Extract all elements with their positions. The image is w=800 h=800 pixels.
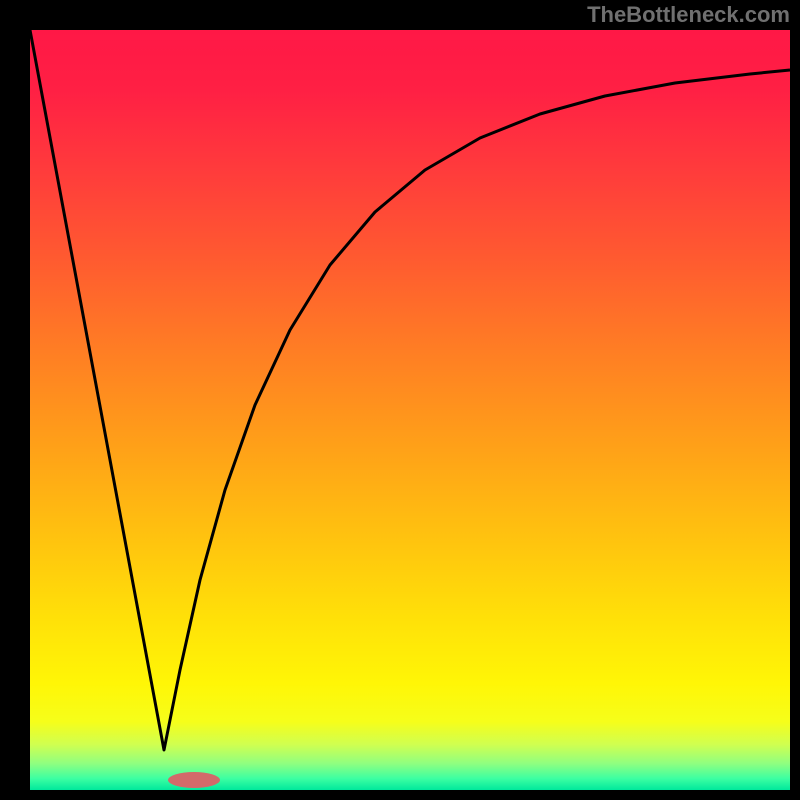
plot-area — [30, 30, 790, 790]
figure-container: TheBottleneck.com — [0, 0, 800, 800]
vertex-marker — [168, 772, 220, 788]
chart-svg — [0, 0, 800, 800]
watermark-text: TheBottleneck.com — [587, 2, 790, 28]
